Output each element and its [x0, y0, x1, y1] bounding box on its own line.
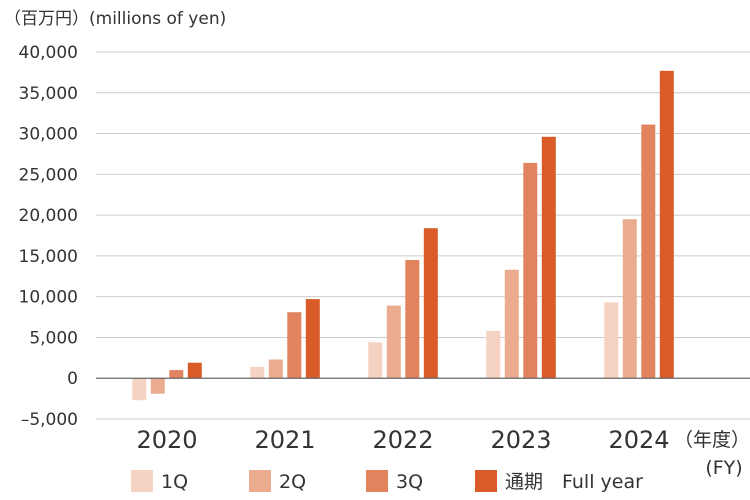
legend-swatch: [366, 470, 388, 492]
legend: 1Q 2Q 3Q 通期 Full year: [131, 470, 643, 493]
legend-item: 2Q: [249, 470, 306, 493]
x-axis-ticks: 2020 2021 2022 2023 2024: [136, 426, 669, 454]
fy-label-en: (FY): [705, 457, 742, 479]
fy-label-ja: （年度）: [674, 429, 750, 451]
y-tick-label: 5,000: [29, 328, 78, 348]
bar-2021-4: [305, 299, 320, 379]
y-tick-label: –5,000: [21, 410, 78, 430]
x-tick-label: 2024: [608, 426, 669, 454]
y-tick-label: 10,000: [19, 288, 78, 308]
legend-label: 1Q: [161, 471, 188, 493]
bar-2020-4: [187, 362, 202, 379]
x-tick-label: 2020: [136, 426, 197, 454]
x-tick-label: 2023: [490, 426, 551, 454]
legend-label: 2Q: [279, 471, 306, 493]
bar-2023-2: [504, 269, 519, 379]
bar-2024-2: [622, 219, 637, 379]
x-tick-label: 2022: [372, 426, 433, 454]
bar-2024-4: [659, 70, 674, 379]
legend-label: 通期 Full year: [505, 471, 643, 493]
y-tick-label: 25,000: [19, 165, 78, 185]
bar-2021-2: [268, 359, 283, 379]
bar-2024-1: [604, 302, 619, 379]
x-tick-label: 2021: [254, 426, 315, 454]
bar-2022-1: [368, 342, 383, 379]
legend-swatch: [475, 470, 497, 492]
bar-2021-1: [250, 366, 265, 379]
y-tick-label: 0: [67, 369, 78, 389]
bar-2023-4: [541, 136, 556, 379]
y-axis-ticks: 40,000 35,000 30,000 25,000 20,000 15,000 10,0…: [19, 43, 78, 430]
bar-2020-1: [132, 378, 147, 401]
legend-item: 1Q: [131, 470, 188, 493]
bar-2024-3: [641, 124, 656, 379]
y-tick-label: 15,000: [19, 247, 78, 267]
bar-2022-4: [423, 228, 438, 379]
bar-2023-3: [523, 162, 538, 379]
bars: [132, 70, 674, 401]
bar-2022-3: [405, 260, 420, 379]
bar-2023-1: [486, 330, 501, 379]
y-tick-label: 40,000: [19, 43, 78, 63]
unit-label: （百万円）(millions of yen): [4, 9, 226, 29]
legend-swatch: [249, 470, 271, 492]
legend-item: 3Q: [366, 470, 423, 493]
y-tick-label: 30,000: [19, 125, 78, 145]
legend-item: 通期 Full year: [475, 470, 643, 493]
gridlines: [96, 51, 750, 420]
bar-2020-3: [169, 370, 184, 379]
bar-2021-3: [287, 312, 302, 379]
legend-label: 3Q: [396, 471, 423, 493]
y-tick-label: 35,000: [19, 84, 78, 104]
y-tick-label: 20,000: [19, 206, 78, 226]
legend-swatch: [131, 470, 153, 492]
bar-2022-2: [386, 305, 401, 379]
bar-2020-2: [150, 378, 165, 394]
